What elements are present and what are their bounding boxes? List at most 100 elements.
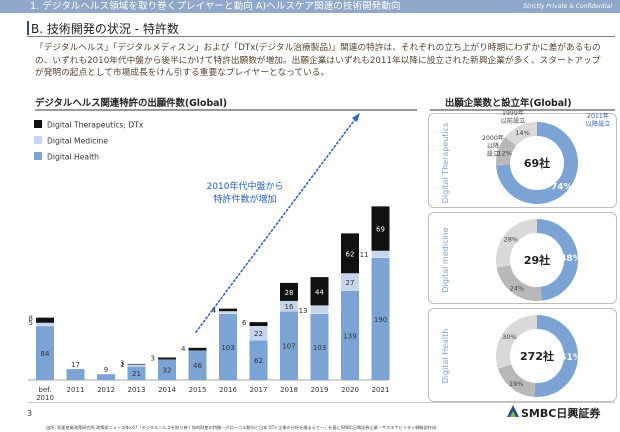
bar-dtx-5 [188, 347, 207, 351]
x-tick-label-8: 2018 [280, 386, 298, 394]
bar-health-4 [158, 359, 176, 380]
bar-label-dtx-3: 1 [120, 361, 124, 369]
bar-health-7 [249, 340, 268, 380]
bar-dtx-7 [249, 322, 268, 326]
bar-dtx-8 [280, 282, 298, 301]
section-accent-bar [27, 21, 29, 35]
donut-0-slice-1 [496, 136, 517, 166]
section-header: B. 技術開発の状況 - 特許数 [27, 20, 615, 37]
donut-charts: 74% 12% 14% 69社 Digital Therapeutics 2011年以降設… [441, 109, 611, 397]
bar-health-10 [341, 290, 359, 380]
x-tick-label-6: 2016 [219, 386, 237, 394]
bar-label-medicine-10: 27 [346, 279, 355, 287]
legend-label-0: Digital Therapeutics; DTx [47, 121, 144, 130]
x-tick-label-1: 2011 [67, 386, 85, 394]
legend-label-1: Digital Medicine [47, 137, 108, 146]
bar-label-health-2: 9 [104, 366, 108, 374]
donut-0-callout-1-1: 以降 [487, 142, 499, 150]
x-tick-label-7: 2017 [250, 386, 268, 394]
donut-2-slice-1 [498, 363, 536, 397]
bar-health-6 [219, 313, 237, 380]
bar-health-0 [36, 325, 54, 380]
bar-medicine-11 [371, 250, 390, 258]
donut-0-slice-2 [505, 122, 538, 147]
donut-0-callout-0-0: 2011年 [587, 112, 609, 120]
header-title: 1. デジタルヘルス領域を取り巻くプレイヤーと動向 A)ヘルスケア関連の技術開発… [30, 1, 401, 12]
bar-label-health-1: 17 [71, 361, 80, 369]
pie-chart-title: 出願企業数と設立年(Global) [445, 98, 572, 109]
bar-health-11 [371, 257, 390, 380]
bar-label-medicine-9: 13 [299, 307, 308, 315]
source-note: 出所: 医薬産業政策研究所 政策研ニュースNo.67「デジタルヘルスを取り巻く知… [46, 425, 437, 430]
donut-1-slice-1 [496, 264, 543, 301]
bar-medicine-3 [127, 364, 146, 367]
legend-swatch-2 [34, 152, 42, 160]
bar-label-dtx-0: 8 [29, 315, 33, 323]
top-header-band: 1. デジタルヘルス領域を取り巻くプレイヤーと動向 A)ヘルスケア関連の技術開発… [0, 0, 620, 13]
bar-label-medicine-11: 11 [360, 251, 369, 259]
donut-2-slice-2 [496, 315, 538, 369]
donut-1-label-0: 48% [560, 254, 582, 264]
donut-2-center-count: 272社 [520, 349, 554, 363]
donut-1-label-2: 28% [504, 235, 518, 243]
donut-1-center-count: 29社 [524, 253, 550, 267]
bar-label-dtx-6: 4 [212, 306, 217, 314]
bar-label-health-6: 103 [221, 344, 234, 352]
x-tick-label-9: 2019 [311, 386, 329, 394]
legend-swatch-1 [34, 136, 42, 144]
bar-label-health-5: 46 [193, 362, 202, 370]
donut-0-callout-1-0: 2000年 [482, 134, 504, 142]
bar-label-medicine-0: 5 [29, 319, 33, 327]
legend-label-2: Digital Health [47, 153, 99, 162]
donut-1-label-1: 24% [510, 285, 524, 293]
bar-health-2 [97, 374, 115, 380]
donut-1-slice-0 [536, 219, 578, 301]
stacked-bar-chart: 8458bef.20101720119201221312013323201446… [28, 113, 390, 400]
donut-0-callout-2-0: 1999年 [502, 109, 524, 117]
donut-2-slice-0 [534, 315, 578, 397]
x-tick-label-5: 2015 [189, 386, 207, 394]
donut-0-slice-0 [496, 122, 578, 204]
donut-0-center-count: 69社 [524, 156, 550, 170]
footer-divider [27, 402, 615, 403]
bar-chart-title-underline [35, 109, 417, 111]
x-tick-label-10: 2020 [341, 386, 359, 394]
bar-dtx-4 [158, 357, 176, 360]
bar-label-dtx-11: 69 [376, 226, 385, 234]
confidential-label: Strictly Private & Confidential [523, 3, 612, 10]
bar-label-health-0: 84 [41, 350, 50, 358]
pie-chart-title-underline [430, 109, 615, 111]
bar-label-dtx-4: 3 [151, 354, 155, 362]
bar-label-health-10: 139 [343, 332, 356, 340]
trend-arrow-line [195, 117, 357, 333]
bar-dtx-10 [341, 233, 359, 274]
bar-label-medicine-7: 22 [254, 330, 263, 338]
bar-dtx-0 [36, 317, 54, 323]
x-tick-label-0-1: 2010 [36, 394, 54, 400]
donut-0-label-2: 14% [515, 129, 529, 137]
bar-chart-title: デジタルヘルス関連特許の出願件数(Global) [35, 98, 227, 109]
annotation-line-1: 特許件数が増加 [213, 193, 276, 205]
donut-0-callout-1-2: 設立 [487, 150, 499, 158]
bar-label-dtx-5: 4 [181, 345, 186, 353]
bar-label-medicine-3: 3 [120, 359, 124, 367]
bar-label-health-3: 21 [132, 370, 141, 378]
bar-medicine-9 [310, 305, 329, 314]
bar-label-dtx-9: 44 [315, 288, 324, 296]
bar-label-medicine-8: 16 [285, 303, 294, 311]
x-tick-label-2: 2012 [97, 386, 115, 394]
donut-0-callout-0-1: 以降設立 [586, 120, 611, 128]
bar-dtx-11 [371, 206, 390, 251]
bar-dtx-9 [310, 277, 329, 306]
bar-medicine-6 [218, 311, 238, 314]
legend-swatch-0 [34, 120, 42, 128]
page-number: 3 [27, 409, 33, 418]
bar-health-8 [280, 311, 298, 380]
donut-1-category-label: Digital medicine [441, 227, 450, 292]
section-title: B. 技術開発の状況 - 特許数 [31, 22, 179, 36]
bar-medicine-0 [35, 322, 55, 327]
donut-2-label-1: 19% [509, 380, 523, 388]
donut-0-callout-2-1: 以前設立 [501, 117, 526, 125]
x-tick-label-11: 2021 [372, 386, 390, 394]
bar-label-dtx-10: 62 [346, 250, 355, 258]
